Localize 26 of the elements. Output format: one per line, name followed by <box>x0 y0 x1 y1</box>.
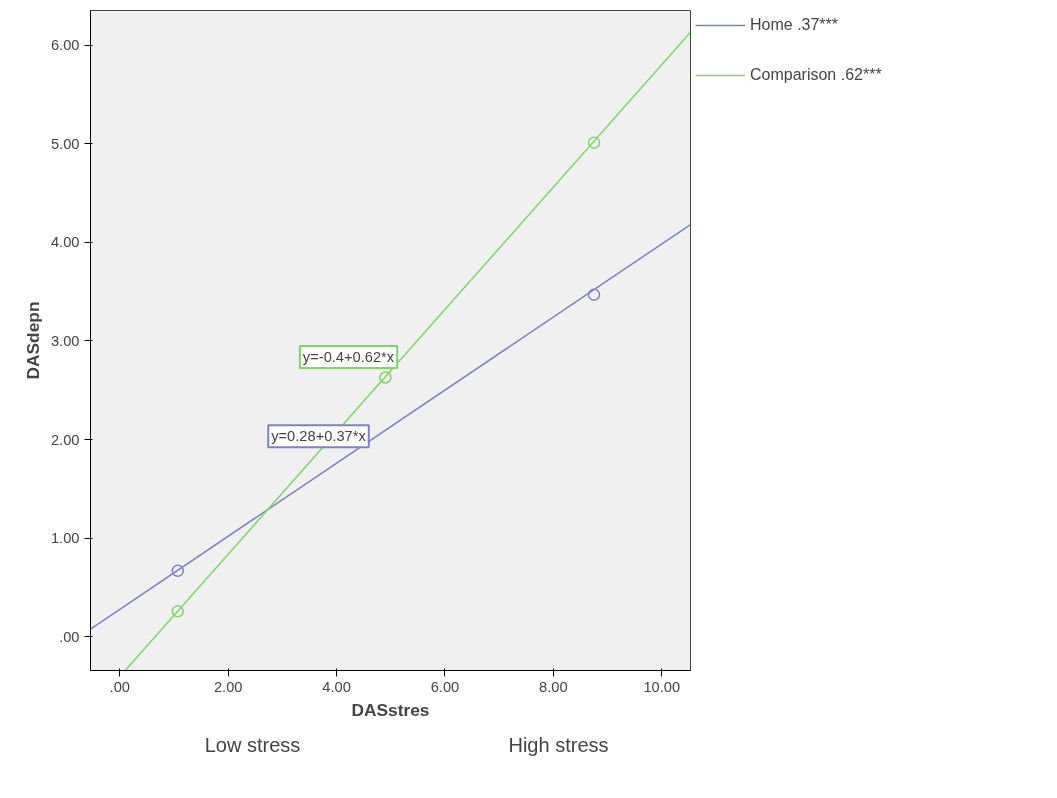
y-tick-label: .00 <box>59 628 80 645</box>
text: High stress <box>508 733 609 756</box>
y-tick-label: 3.00 <box>50 332 80 349</box>
y-tick-label: 1.00 <box>50 530 80 547</box>
y-tick-label: 5.00 <box>50 135 80 152</box>
y-tick-label: 2.00 <box>50 431 80 448</box>
legend-label: Home .37*** <box>750 16 839 34</box>
y-axis-title: DASdepn <box>22 301 43 380</box>
x-tick-label: 10.00 <box>643 678 681 695</box>
x-axis-title: DASstres <box>351 699 430 720</box>
point <box>587 136 601 149</box>
text: Low stress <box>204 733 301 756</box>
x-tick-label: 6.00 <box>430 678 460 695</box>
legend-label: Comparison .62*** <box>750 66 882 84</box>
point <box>171 564 185 578</box>
point <box>171 605 185 618</box>
x-tick-label: 8.00 <box>539 678 568 695</box>
annotation: y=-0.4+0.62*x <box>302 349 395 365</box>
y-tick-label: 6.00 <box>50 37 80 54</box>
x-tick-label: .00 <box>109 678 130 695</box>
x-tick-label: 4.00 <box>322 678 351 695</box>
point <box>587 288 601 301</box>
y-tick-label: 4.00 <box>50 234 80 251</box>
point <box>379 371 392 384</box>
x-tick-label: 2.00 <box>213 678 243 695</box>
annotation: y=0.28+0.37*x <box>271 428 367 445</box>
